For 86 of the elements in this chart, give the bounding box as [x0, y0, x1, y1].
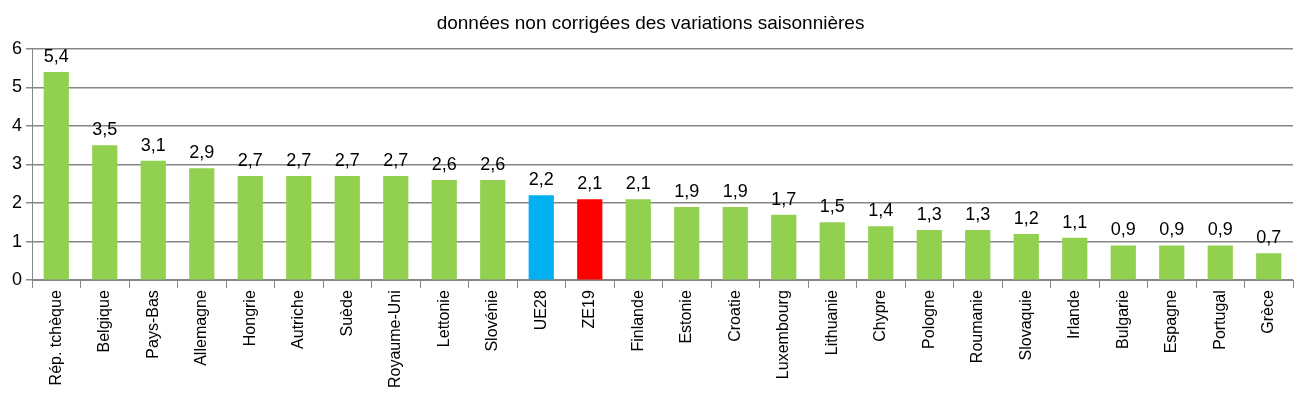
bar — [868, 226, 894, 280]
x-tick-label: Pays-Bas — [143, 290, 161, 359]
bar — [528, 195, 554, 280]
data-label: 3,5 — [92, 119, 118, 140]
bar — [431, 179, 457, 280]
data-label: 1,3 — [965, 204, 991, 225]
data-label: 2,9 — [189, 142, 215, 163]
bar — [480, 179, 506, 280]
bar — [1207, 245, 1233, 280]
bar — [625, 199, 651, 280]
bar — [334, 176, 360, 280]
bar — [771, 214, 797, 280]
x-tick-label: Belgique — [95, 290, 113, 353]
x-tick-label: Grèce — [1259, 290, 1277, 334]
x-tick-label: Slovénie — [483, 290, 501, 352]
bar — [819, 222, 845, 280]
x-tick-label: Autriche — [289, 290, 307, 349]
x-tick-label: Estonie — [677, 290, 695, 344]
y-tick-label: 4 — [12, 114, 23, 135]
x-tick-label: Irlande — [1065, 290, 1083, 340]
data-label: 1,9 — [674, 180, 700, 201]
data-label: 1,2 — [1013, 207, 1039, 228]
data-label: 0,9 — [1159, 219, 1185, 240]
bar — [916, 230, 942, 280]
bar — [674, 206, 700, 280]
bar — [383, 176, 409, 280]
y-tick-label: 1 — [12, 230, 23, 251]
data-label: 2,1 — [577, 173, 603, 194]
x-tick-label: Royaume-Uni — [386, 290, 404, 388]
x-tick-label: Allemagne — [192, 290, 210, 366]
data-label: 1,1 — [1062, 211, 1088, 232]
x-tick-label: Croatie — [725, 290, 743, 342]
x-tick-label: Slovaquie — [1016, 290, 1034, 361]
x-tick-label: Hongrie — [240, 290, 258, 347]
data-label: 0,9 — [1110, 219, 1136, 240]
data-label: 2,7 — [334, 150, 360, 171]
data-label: 1,4 — [868, 200, 894, 221]
chart-title: données non corrigées des variations saisonnières — [436, 11, 865, 33]
data-label: 5,4 — [43, 45, 69, 66]
data-label: 1,9 — [722, 180, 748, 201]
data-label: 2,6 — [480, 153, 506, 174]
bar — [1159, 245, 1185, 280]
x-tick-label: Finlande — [628, 290, 646, 352]
y-tick-label: 0 — [12, 269, 23, 290]
x-tick-label: ZE19 — [580, 290, 598, 329]
bar — [189, 168, 215, 280]
y-tick-label: 6 — [12, 37, 23, 58]
data-label: 2,2 — [528, 169, 554, 190]
x-tick-label: Luxembourg — [774, 290, 792, 380]
bar — [1062, 237, 1088, 280]
x-tick-label: Portugal — [1210, 290, 1228, 350]
data-label: 2,7 — [383, 150, 409, 171]
x-tick-label: Lettonie — [434, 290, 452, 348]
x-tick-label: Bulgarie — [1113, 290, 1131, 349]
bar — [140, 160, 166, 280]
bar — [1110, 245, 1136, 280]
data-label: 3,1 — [140, 134, 166, 155]
bar — [965, 230, 991, 280]
x-tick-label: Suède — [337, 290, 355, 337]
bar — [577, 199, 603, 280]
bar — [722, 206, 748, 280]
x-tick-label: UE28 — [531, 290, 549, 331]
bar — [1013, 233, 1039, 280]
data-label: 1,3 — [916, 204, 942, 225]
data-label: 2,1 — [625, 173, 651, 194]
x-tick-label: Chypre — [871, 290, 889, 342]
x-tick-label: Lithuanie — [822, 290, 840, 356]
data-label: 2,7 — [237, 150, 263, 171]
x-tick-label: Rép. tchèque — [46, 290, 64, 386]
data-label: 1,7 — [771, 188, 797, 209]
y-tick-label: 3 — [12, 153, 23, 174]
bar — [1256, 253, 1282, 280]
data-label: 2,7 — [286, 150, 312, 171]
x-tick-label: Espagne — [1162, 290, 1180, 354]
bar — [43, 71, 69, 280]
bar — [286, 176, 312, 280]
x-tick-label: Roumanie — [968, 290, 986, 364]
bar — [92, 145, 118, 280]
data-label: 0,7 — [1256, 227, 1282, 248]
x-tick-label: Pologne — [919, 290, 937, 349]
data-label: 0,9 — [1207, 219, 1233, 240]
y-tick-label: 5 — [12, 76, 23, 97]
data-label: 2,6 — [431, 153, 457, 174]
bar — [237, 176, 263, 280]
y-tick-label: 2 — [12, 192, 23, 213]
data-label: 1,5 — [819, 196, 845, 217]
